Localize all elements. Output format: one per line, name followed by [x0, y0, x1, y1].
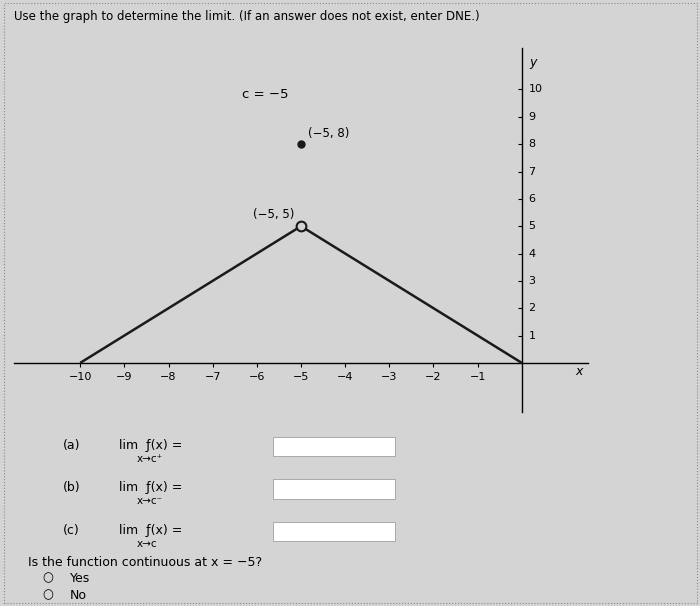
Text: ○: ○	[42, 571, 53, 585]
Text: x→c⁺: x→c⁺	[136, 454, 162, 464]
Text: x→c⁻: x→c⁻	[136, 496, 162, 506]
Text: x→c: x→c	[136, 539, 157, 548]
Text: 6: 6	[528, 194, 536, 204]
Text: 5: 5	[528, 221, 536, 231]
Text: 9: 9	[528, 112, 536, 122]
Text: (c): (c)	[63, 524, 80, 537]
Text: 7: 7	[528, 167, 536, 176]
Text: Is the function continuous at x = −5?: Is the function continuous at x = −5?	[28, 556, 262, 569]
Text: Yes: Yes	[70, 571, 90, 585]
Text: 1: 1	[528, 330, 536, 341]
Text: x: x	[575, 365, 583, 378]
Text: lim  ƒ(x) =: lim ƒ(x) =	[119, 439, 183, 452]
Text: 3: 3	[528, 276, 536, 286]
Text: (a): (a)	[63, 439, 80, 452]
Text: 8: 8	[528, 139, 536, 149]
Text: 4: 4	[528, 248, 536, 259]
Text: 10: 10	[528, 84, 542, 95]
Text: y: y	[529, 56, 536, 68]
Text: Use the graph to determine the limit. (If an answer does not exist, enter DNE.): Use the graph to determine the limit. (I…	[14, 10, 480, 23]
Text: lim  ƒ(x) =: lim ƒ(x) =	[119, 524, 183, 537]
Text: lim  ƒ(x) =: lim ƒ(x) =	[119, 481, 183, 494]
Text: c = −5: c = −5	[242, 88, 289, 101]
Text: (−5, 5): (−5, 5)	[253, 208, 295, 221]
Text: 2: 2	[528, 303, 536, 313]
Text: ○: ○	[42, 588, 53, 602]
Text: No: No	[70, 588, 87, 602]
Text: (−5, 8): (−5, 8)	[307, 127, 349, 140]
Text: (b): (b)	[63, 481, 80, 494]
